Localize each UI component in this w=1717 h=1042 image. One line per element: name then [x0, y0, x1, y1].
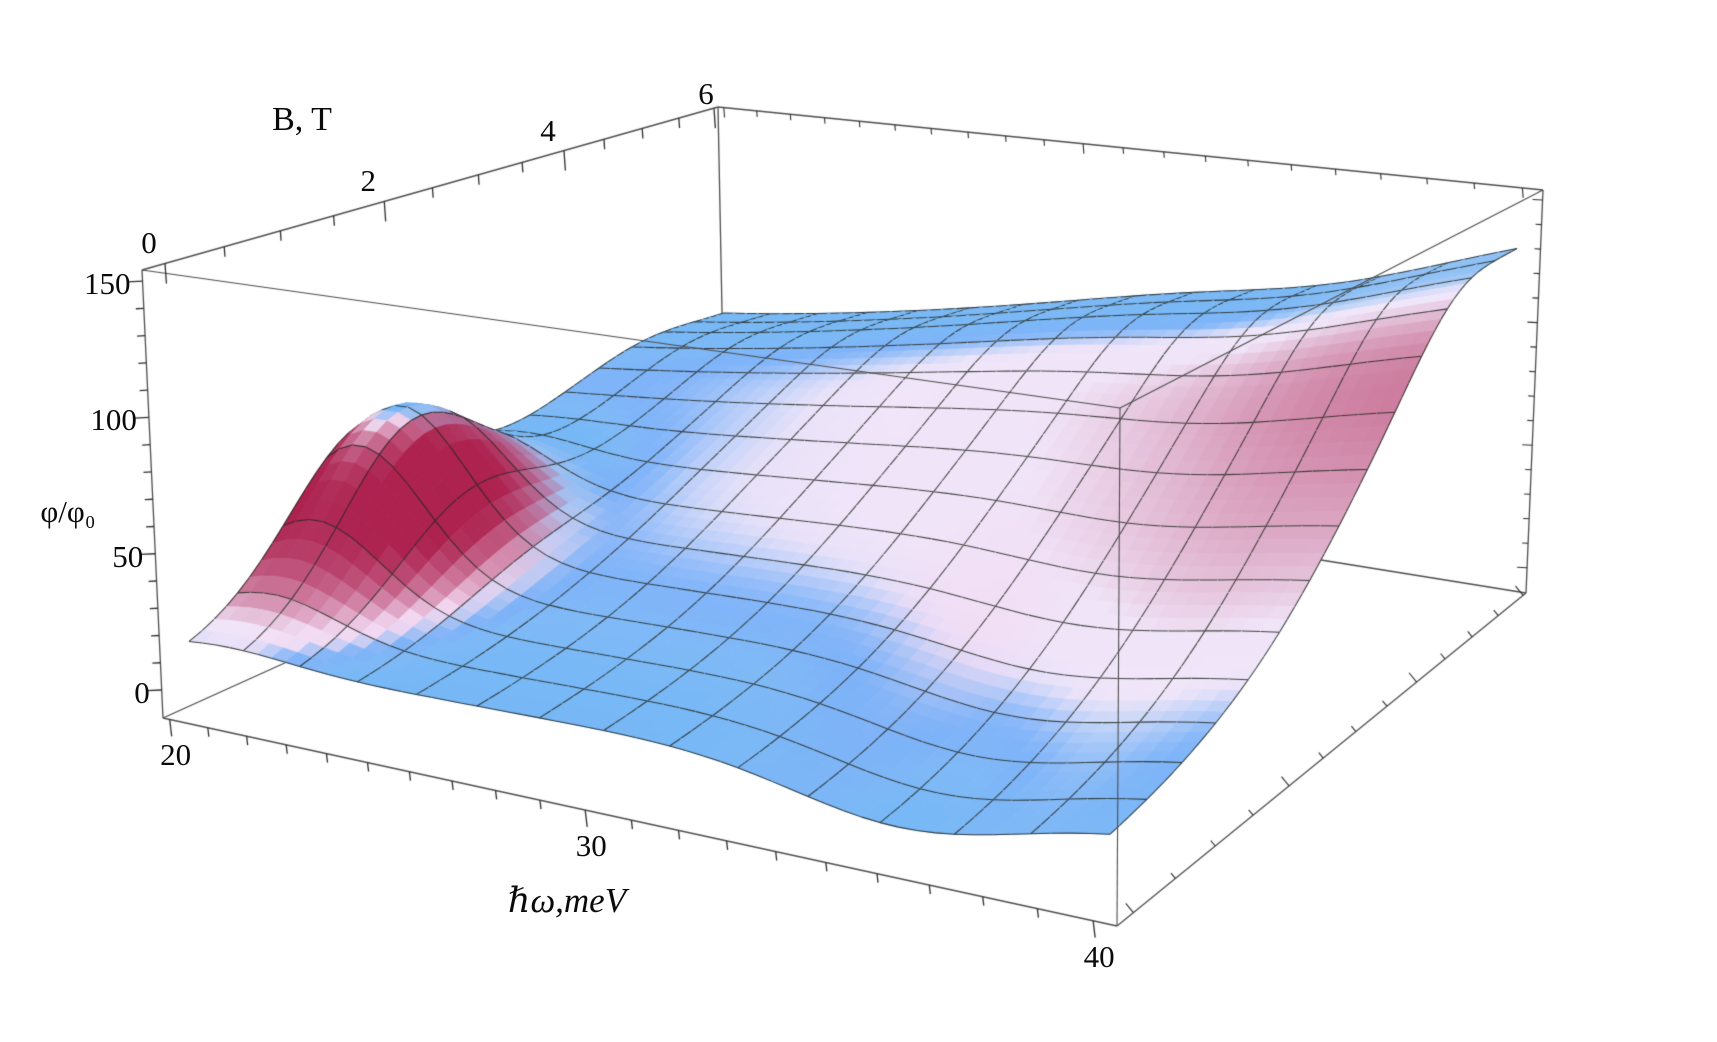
- z-tick-label: 100: [90, 402, 137, 438]
- y-tick-label: 0: [141, 225, 157, 261]
- z-tick-label: 150: [84, 266, 131, 302]
- z-tick-label: 0: [134, 675, 150, 710]
- z-tick-label: 50: [112, 538, 144, 574]
- y-tick-label: 2: [360, 163, 377, 199]
- x-tick-label: 40: [1083, 938, 1115, 974]
- y-axis-title: B, T: [272, 101, 332, 138]
- y-tick-label: 4: [540, 112, 556, 148]
- y-tick-label: 6: [698, 76, 714, 112]
- z-axis-title: φ/φ₀: [40, 494, 96, 529]
- x-axis-title: ℏω,meV: [507, 881, 627, 920]
- x-tick-label: 20: [160, 737, 192, 773]
- x-tick-label: 30: [575, 828, 607, 864]
